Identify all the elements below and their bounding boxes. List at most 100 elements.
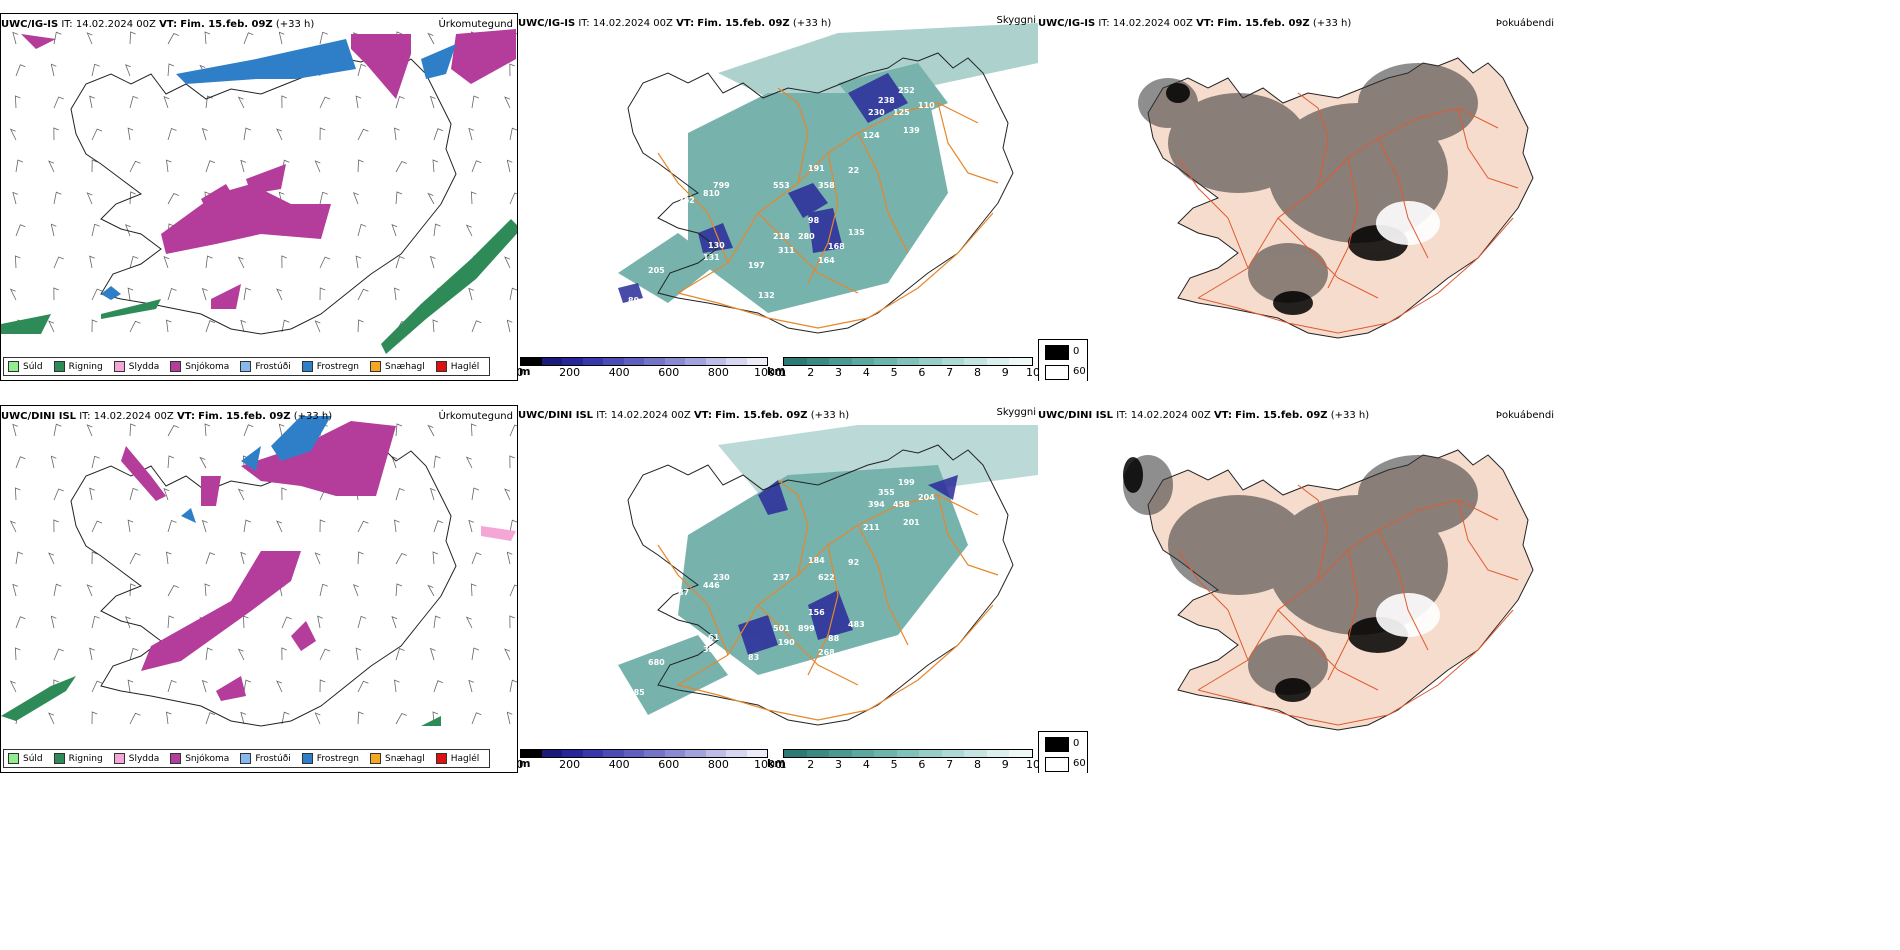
wind-barb bbox=[433, 128, 444, 141]
legend-label: Rigning bbox=[68, 361, 103, 372]
wind-barb bbox=[504, 256, 511, 269]
wind-barb bbox=[167, 679, 177, 693]
wind-barb bbox=[129, 487, 139, 501]
colorbar-step bbox=[664, 750, 685, 757]
wind-barb bbox=[429, 95, 436, 109]
wind-barb bbox=[357, 711, 364, 725]
visibility-label: 311 bbox=[778, 246, 795, 255]
wind-barb bbox=[427, 192, 435, 205]
wind-barb bbox=[471, 647, 480, 661]
wind-barb bbox=[91, 551, 98, 565]
visibility-label: 199 bbox=[898, 478, 915, 487]
wind-barb bbox=[240, 319, 247, 333]
wind-barb bbox=[15, 551, 24, 565]
fog-dark bbox=[1123, 457, 1408, 702]
visibility-label: 799 bbox=[713, 181, 730, 190]
fog-high-label: 0 bbox=[1073, 738, 1080, 749]
wind-barb bbox=[166, 551, 172, 565]
wind-barb bbox=[240, 711, 247, 725]
fog-high-swatch bbox=[1045, 737, 1069, 752]
wind-barb bbox=[471, 160, 482, 173]
unit-m: m bbox=[519, 757, 531, 770]
wind-barb bbox=[124, 224, 131, 237]
visibility-label: 181 bbox=[758, 683, 775, 692]
lead-time: (+33 h) bbox=[792, 18, 832, 29]
vis-blue-areas bbox=[738, 475, 958, 655]
wind-barb bbox=[166, 159, 172, 173]
legend-item: Slydda bbox=[113, 361, 159, 372]
wind-barb bbox=[15, 456, 26, 469]
wind-barb bbox=[506, 319, 513, 333]
visibility-label: 156 bbox=[808, 608, 825, 617]
wind-barb bbox=[48, 712, 55, 725]
precip-legend: Súld Rigning Slydda Snjókoma Frostúði Frostre… bbox=[3, 357, 491, 376]
wind-barb bbox=[509, 584, 517, 597]
it-value: 14.02.2024 00Z bbox=[592, 18, 673, 29]
wind-barb bbox=[314, 160, 321, 173]
fog-panel-row1: UWC/IG-IS IT: 14.02.2024 00Z VT: Fim. 15… bbox=[1038, 13, 1558, 381]
colorbar-tick: 3 bbox=[835, 758, 843, 771]
precip-type-panel-row2: UWC/DINI ISL IT: 14.02.2024 00Z VT: Fim.… bbox=[0, 405, 518, 773]
colorbar-tick: 200 bbox=[559, 758, 581, 771]
visibility-label: 131 bbox=[703, 253, 720, 262]
panel-title: Úrkomutegund bbox=[438, 411, 513, 422]
lead-time: (+33 h) bbox=[1330, 410, 1370, 421]
road bbox=[1377, 137, 1429, 259]
wind-barbs bbox=[9, 423, 517, 725]
row1-header: UWC/IG-IS IT: 14.02.2024 00Z VT: Fim. 15… bbox=[1, 19, 314, 30]
wind-barb bbox=[86, 192, 93, 205]
row1-header: UWC/IG-IS IT: 14.02.2024 00Z VT: Fim. 15… bbox=[518, 18, 831, 29]
fog-map bbox=[1123, 449, 1534, 731]
legend-item: Frostregn bbox=[301, 361, 359, 372]
legend-swatch bbox=[301, 361, 313, 372]
iceland-coastline bbox=[70, 53, 457, 335]
wind-barb bbox=[205, 712, 216, 725]
wind-barb bbox=[465, 456, 473, 469]
wind-barb bbox=[166, 319, 172, 333]
road bbox=[1177, 549, 1249, 661]
wind-barb bbox=[91, 615, 100, 629]
wind-barb bbox=[205, 160, 216, 173]
road bbox=[677, 604, 994, 721]
road bbox=[1177, 157, 1249, 269]
fog-map bbox=[1138, 57, 1534, 339]
fog-legend: 0 60 bbox=[1038, 731, 1088, 773]
frz-rain-areas bbox=[181, 416, 331, 523]
wind-barb bbox=[129, 647, 139, 661]
wind-barb bbox=[240, 159, 247, 173]
colorbar-step bbox=[521, 750, 542, 757]
it-label: IT: bbox=[79, 411, 91, 422]
road bbox=[657, 152, 729, 264]
wind-barb bbox=[243, 127, 252, 141]
panel-title: Úrkomutegund bbox=[438, 19, 513, 30]
wind-barb bbox=[89, 487, 95, 501]
wind-barb bbox=[14, 487, 21, 501]
wind-barb bbox=[129, 191, 136, 205]
wind-barb bbox=[429, 487, 436, 501]
colorbar-tick: 4 bbox=[862, 366, 870, 379]
colorbar-step bbox=[685, 358, 706, 365]
vt-label: VT: bbox=[1213, 410, 1232, 421]
colorbar-step bbox=[964, 750, 987, 757]
panel-title: Þokuábendi bbox=[1495, 18, 1554, 29]
legend-swatch bbox=[53, 753, 65, 764]
visibility-label: 810 bbox=[703, 189, 720, 198]
wind-barb bbox=[91, 680, 103, 693]
visibility-label: 168 bbox=[828, 242, 845, 251]
wind-barb bbox=[352, 192, 359, 205]
wind-barb bbox=[395, 552, 407, 565]
wind-barb bbox=[429, 255, 436, 269]
wind-barb bbox=[167, 584, 179, 597]
wind-barb bbox=[357, 615, 367, 629]
visibility-label: 88 bbox=[828, 634, 840, 643]
fog-roads bbox=[1177, 484, 1519, 726]
colorbar-tick: 600 bbox=[658, 758, 680, 771]
legend-item: Rigning bbox=[53, 753, 103, 764]
fog-low-label: 60 bbox=[1073, 758, 1086, 769]
road bbox=[777, 87, 809, 184]
legend-swatch bbox=[370, 753, 382, 764]
wind-barb bbox=[127, 519, 134, 533]
colorbar-tick: 3 bbox=[835, 366, 843, 379]
colorbar-step bbox=[541, 358, 562, 365]
